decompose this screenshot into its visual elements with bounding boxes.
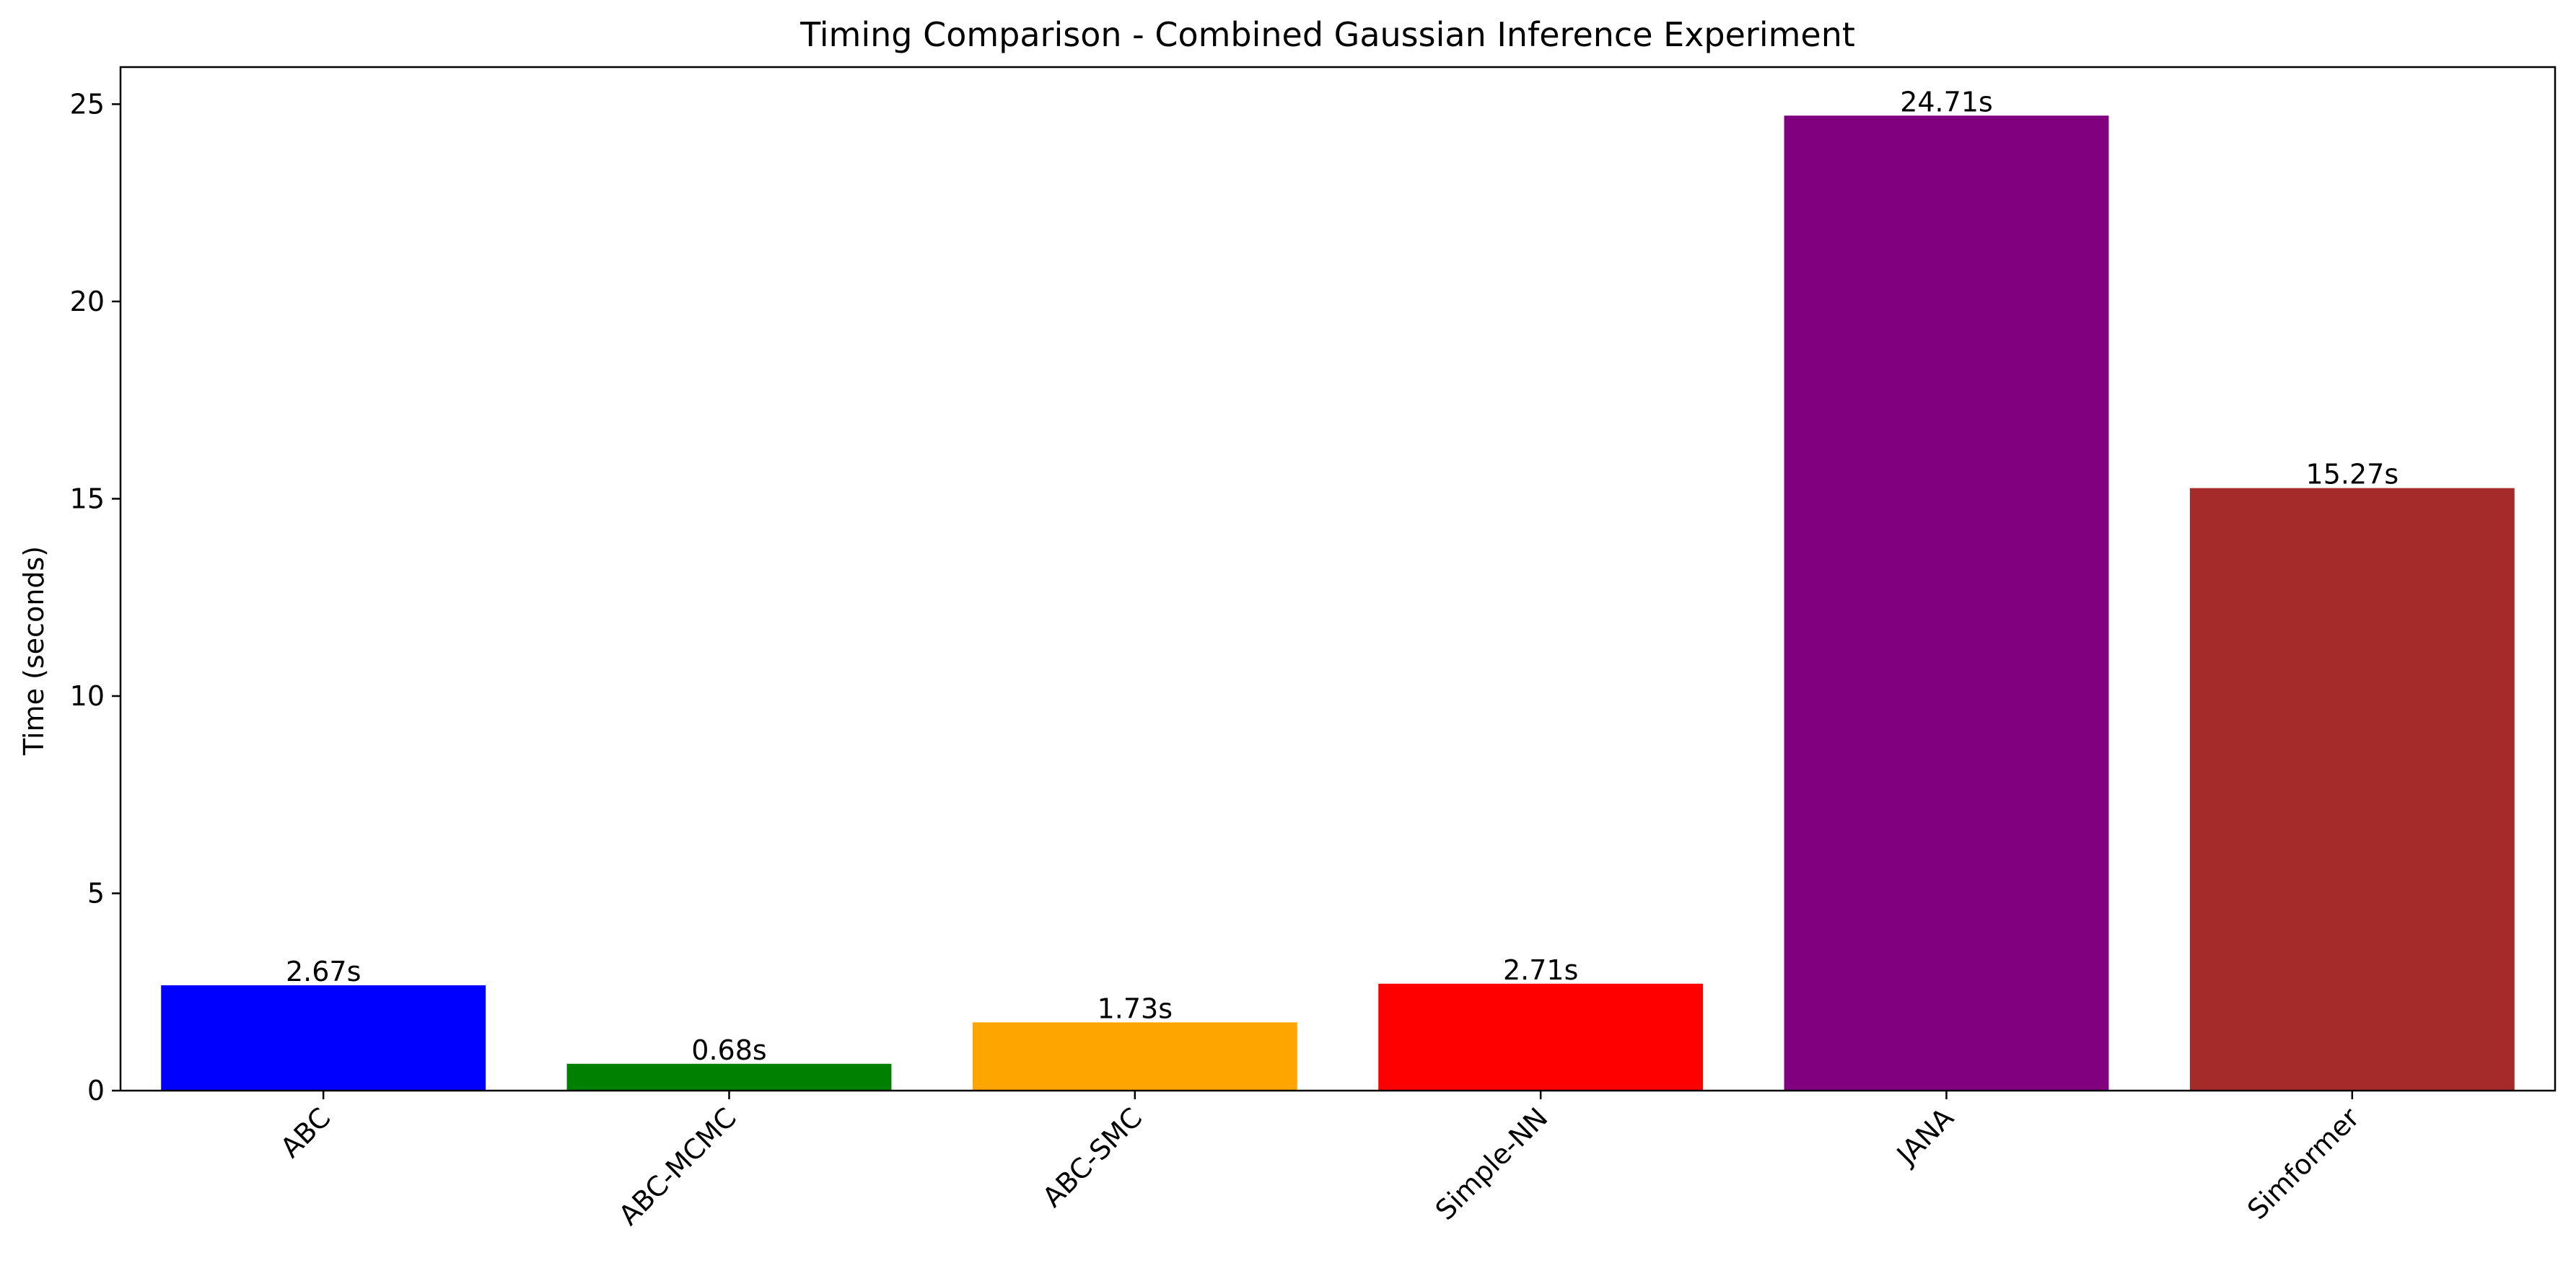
x-tick-label-abc-smc: ABC-SMC <box>1036 1101 1148 1213</box>
y-axis: 0 5 10 15 20 25 <box>70 88 121 1106</box>
y-axis-label: Time (seconds) <box>18 546 50 756</box>
x-tick-label-simformer: Simformer <box>2241 1101 2365 1226</box>
y-tick-label-0: 0 <box>87 1075 105 1106</box>
data-label-simformer: 15.27s <box>2306 459 2399 490</box>
y-tick-label-15: 15 <box>70 483 105 514</box>
plot-frame <box>119 66 2557 1092</box>
bar-abc <box>161 985 486 1091</box>
bar-abc-mcmc <box>566 1063 892 1091</box>
bar-jana <box>1784 115 2109 1091</box>
bar-simformer <box>2189 488 2515 1091</box>
y-tick-label-25: 25 <box>70 88 105 120</box>
x-tick-label-abc: ABC <box>274 1101 336 1163</box>
x-axis: ABC ABC-MCMC ABC-SMC Simple-NN JANA Simformer <box>274 1091 2365 1231</box>
data-label-abc: 2.67s <box>286 956 361 987</box>
bar-simple-nn <box>1378 983 1704 1091</box>
bar-abc-smc <box>972 1022 1297 1091</box>
data-label-abc-mcmc: 0.68s <box>691 1034 766 1066</box>
x-tick-label-abc-mcmc: ABC-MCMC <box>613 1101 742 1231</box>
y-tick-label-20: 20 <box>70 286 105 317</box>
data-label-abc-smc: 1.73s <box>1098 993 1173 1024</box>
bars-layer <box>161 115 2515 1091</box>
chart-title: Timing Comparison - Combined Gaussian In… <box>799 15 1855 54</box>
y-tick-label-10: 10 <box>70 680 105 712</box>
x-tick-label-jana: JANA <box>1890 1101 1960 1171</box>
x-tick-label-simple-nn: Simple-NN <box>1429 1101 1554 1226</box>
y-tick-label-5: 5 <box>87 877 105 909</box>
data-labels-layer: 2.67s 0.68s 1.73s 2.71s 24.71s 15.27s <box>286 86 2398 1066</box>
data-label-jana: 24.71s <box>1900 86 1993 118</box>
data-label-simple-nn: 2.71s <box>1503 954 1578 986</box>
